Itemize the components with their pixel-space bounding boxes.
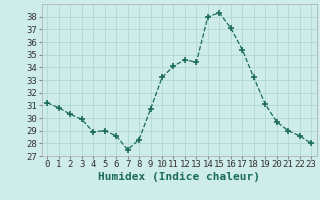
X-axis label: Humidex (Indice chaleur): Humidex (Indice chaleur)	[98, 172, 260, 182]
